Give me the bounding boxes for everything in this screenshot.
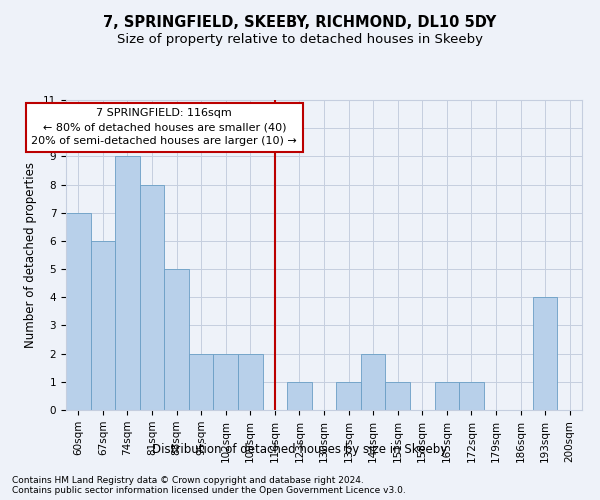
Text: Contains HM Land Registry data © Crown copyright and database right 2024.
Contai: Contains HM Land Registry data © Crown c… [12, 476, 406, 495]
Bar [214, 354, 238, 410]
Text: 7, SPRINGFIELD, SKEEBY, RICHMOND, DL10 5DY: 7, SPRINGFIELD, SKEEBY, RICHMOND, DL10 5… [103, 15, 497, 30]
Bar [336, 382, 361, 410]
Bar [533, 298, 557, 410]
Bar [66, 212, 91, 410]
Text: Distribution of detached houses by size in Skeeby: Distribution of detached houses by size … [152, 442, 448, 456]
Bar [189, 354, 214, 410]
Bar [459, 382, 484, 410]
Bar [287, 382, 312, 410]
Bar [164, 269, 189, 410]
Bar [140, 184, 164, 410]
Y-axis label: Number of detached properties: Number of detached properties [25, 162, 37, 348]
Bar [385, 382, 410, 410]
Bar [115, 156, 140, 410]
Bar [91, 241, 115, 410]
Text: Size of property relative to detached houses in Skeeby: Size of property relative to detached ho… [117, 32, 483, 46]
Bar [238, 354, 263, 410]
Text: 7 SPRINGFIELD: 116sqm
← 80% of detached houses are smaller (40)
20% of semi-deta: 7 SPRINGFIELD: 116sqm ← 80% of detached … [31, 108, 297, 146]
Bar [434, 382, 459, 410]
Bar [361, 354, 385, 410]
